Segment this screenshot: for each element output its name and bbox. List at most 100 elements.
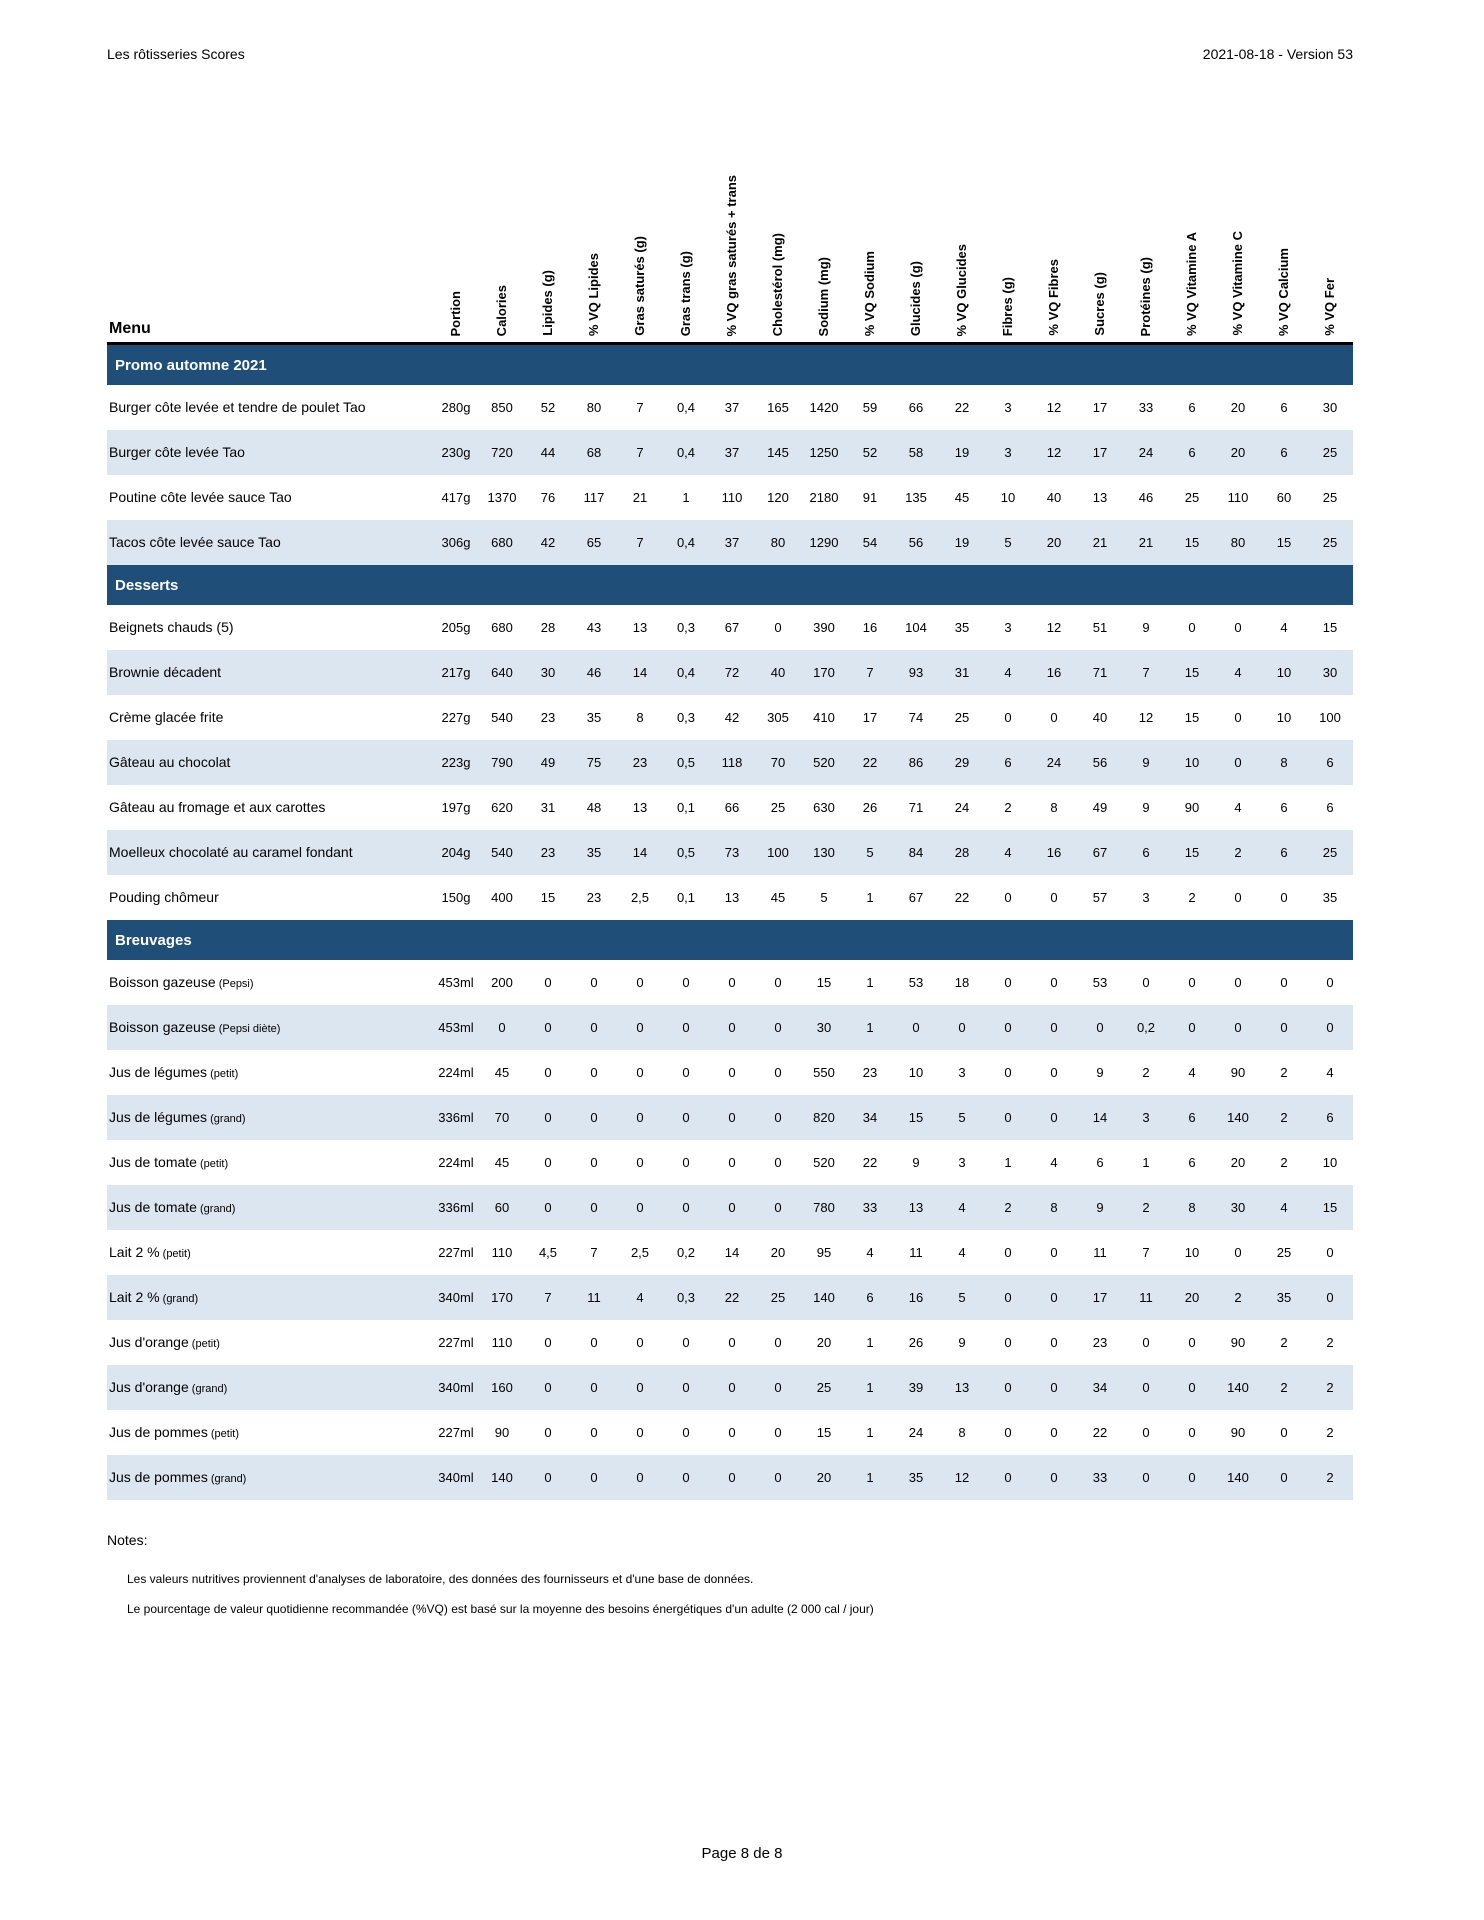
menu-item-row-tacos-cote-levee-sauce-tao: Tacos côte levée sauce Tao 306g 680 42 65 7 0,… bbox=[107, 520, 1353, 565]
column-header-glucides-g: Glucides (g) bbox=[893, 112, 939, 342]
column-header-vq-fibres: % VQ Fibres bbox=[1031, 112, 1077, 342]
value-cell-vq-sodium: 1 bbox=[866, 1335, 874, 1350]
column-header-label: Protéines (g) bbox=[1137, 256, 1153, 336]
item-name: Jus de légumes (grand) bbox=[109, 1109, 246, 1126]
menu-item-row-jus-d-orange-petit: Jus d'orange (petit) 227ml 110 0 0 0 0 0 0 20 1 26 9… bbox=[107, 1320, 1353, 1365]
column-header-calories: Calories bbox=[479, 112, 525, 342]
value-cell-lipides-g: 0 bbox=[544, 1380, 552, 1395]
value-cell-calories: 620 bbox=[491, 800, 513, 815]
value-cell-vq-sodium: 1 bbox=[866, 975, 874, 990]
value-cell-gras-satures-g: 2,5 bbox=[630, 890, 650, 905]
value-cell-gras-satures-g: 7 bbox=[636, 535, 644, 550]
value-cell-lipides-g: 0 bbox=[544, 1425, 552, 1440]
value-cell-vq-sodium: 54 bbox=[862, 535, 878, 550]
value-cell-vq-sodium: 5 bbox=[866, 845, 874, 860]
value-cell-vq-fer: 10 bbox=[1322, 1155, 1338, 1170]
value-cell-vq-calcium: 2 bbox=[1280, 1065, 1288, 1080]
value-cell-fibres-g: 5 bbox=[1004, 535, 1012, 550]
value-cell-vq-lipides: 80 bbox=[586, 400, 602, 415]
value-cell-fibres-g: 0 bbox=[1004, 975, 1012, 990]
value-cell-vq-vitamine-a: 0 bbox=[1188, 1380, 1196, 1395]
value-cell-calories: 790 bbox=[491, 755, 513, 770]
value-cell-vq-calcium: 6 bbox=[1280, 800, 1288, 815]
value-cell-vq-calcium: 6 bbox=[1280, 400, 1288, 415]
value-cell-calories: 60 bbox=[494, 1200, 510, 1215]
value-cell-sodium-mg: 410 bbox=[813, 710, 835, 725]
value-cell-calories: 45 bbox=[494, 1155, 510, 1170]
value-cell-calories: 200 bbox=[491, 975, 513, 990]
value-cell-vq-fibres: 12 bbox=[1046, 445, 1062, 460]
value-cell-vq-lipides: 0 bbox=[590, 1335, 598, 1350]
column-header-label: % VQ Calcium bbox=[1275, 247, 1291, 336]
value-cell-lipides-g: 0 bbox=[544, 1155, 552, 1170]
note-line-2: Le pourcentage de valeur quotidienne rec… bbox=[127, 1602, 874, 1616]
value-cell-gras-trans-g: 0,5 bbox=[676, 845, 696, 860]
item-name: Jus de tomate (grand) bbox=[109, 1199, 236, 1216]
column-header-label: Calories bbox=[493, 284, 509, 336]
value-cell-fibres-g: 3 bbox=[1004, 620, 1012, 635]
value-cell-vq-vitamine-a: 6 bbox=[1188, 1155, 1196, 1170]
value-cell-vq-lipides: 117 bbox=[583, 490, 605, 505]
menu-item-row-creme-glacee-frite: Crème glacée frite 227g 540 23 35 8 0,3 42 305 41… bbox=[107, 695, 1353, 740]
value-cell-vq-glucides: 4 bbox=[958, 1245, 966, 1260]
value-cell-vq-vitamine-c: 90 bbox=[1230, 1335, 1246, 1350]
value-cell-glucides-g: 66 bbox=[908, 400, 924, 415]
value-cell-gras-trans-g: 0,3 bbox=[676, 620, 696, 635]
value-cell-glucides-g: 86 bbox=[908, 755, 924, 770]
value-cell-glucides-g: 13 bbox=[908, 1200, 924, 1215]
value-cell-sucres-g: 57 bbox=[1092, 890, 1108, 905]
value-cell-vq-gras-satures-trans: 0 bbox=[728, 1020, 736, 1035]
value-cell-fibres-g: 0 bbox=[1004, 1335, 1012, 1350]
value-cell-fibres-g: 2 bbox=[1004, 1200, 1012, 1215]
value-cell-proteines-g: 3 bbox=[1142, 890, 1150, 905]
value-cell-portion: 340ml bbox=[438, 1290, 474, 1305]
value-cell-portion: 223g bbox=[441, 755, 471, 770]
value-cell-sucres-g: 33 bbox=[1092, 1470, 1108, 1485]
value-cell-cholesterol-mg: 70 bbox=[770, 755, 786, 770]
section-title: Breuvages bbox=[115, 931, 192, 949]
column-header-label: % VQ Vitamine A bbox=[1183, 231, 1199, 336]
value-cell-sucres-g: 11 bbox=[1093, 1245, 1107, 1260]
value-cell-vq-fibres: 24 bbox=[1046, 755, 1062, 770]
column-header-label: Gras saturés (g) bbox=[631, 236, 647, 336]
menu-item-row-jus-de-tomate-grand: Jus de tomate (grand) 336ml 60 0 0 0 0 0 0 780 33 1… bbox=[107, 1185, 1353, 1230]
item-name: Tacos côte levée sauce Tao bbox=[109, 534, 281, 551]
value-cell-vq-vitamine-a: 0 bbox=[1188, 1335, 1196, 1350]
item-qualifier: (grand) bbox=[196, 1203, 236, 1216]
value-cell-vq-calcium: 60 bbox=[1276, 490, 1292, 505]
value-cell-vq-lipides: 0 bbox=[590, 1155, 598, 1170]
value-cell-sodium-mg: 140 bbox=[813, 1290, 835, 1305]
value-cell-fibres-g: 4 bbox=[1004, 665, 1012, 680]
value-cell-vq-sodium: 23 bbox=[862, 1065, 878, 1080]
column-header-gras-trans-g: Gras trans (g) bbox=[663, 112, 709, 342]
value-cell-vq-glucides: 5 bbox=[958, 1110, 966, 1125]
value-cell-gras-trans-g: 0 bbox=[682, 1020, 690, 1035]
value-cell-gras-satures-g: 13 bbox=[632, 800, 648, 815]
value-cell-sodium-mg: 25 bbox=[816, 1380, 832, 1395]
value-cell-gras-trans-g: 0 bbox=[682, 1110, 690, 1125]
value-cell-calories: 170 bbox=[491, 1290, 513, 1305]
value-cell-gras-trans-g: 0,3 bbox=[676, 1290, 696, 1305]
value-cell-gras-satures-g: 0 bbox=[636, 1110, 644, 1125]
value-cell-vq-vitamine-a: 0 bbox=[1188, 1470, 1196, 1485]
value-cell-vq-sodium: 22 bbox=[862, 755, 878, 770]
value-cell-gras-satures-g: 0 bbox=[636, 1335, 644, 1350]
value-cell-lipides-g: 0 bbox=[544, 1200, 552, 1215]
column-header-label: % VQ Fer bbox=[1321, 278, 1337, 336]
value-cell-vq-gras-satures-trans: 0 bbox=[728, 1380, 736, 1395]
value-cell-portion: 417g bbox=[441, 490, 471, 505]
value-cell-portion: 205g bbox=[441, 620, 471, 635]
item-name: Jus d'orange (petit) bbox=[109, 1334, 220, 1351]
value-cell-sodium-mg: 630 bbox=[813, 800, 835, 815]
value-cell-proteines-g: 6 bbox=[1142, 845, 1150, 860]
value-cell-vq-glucides: 31 bbox=[954, 665, 970, 680]
value-cell-vq-gras-satures-trans: 13 bbox=[724, 890, 740, 905]
value-cell-vq-glucides: 24 bbox=[954, 800, 970, 815]
value-cell-proteines-g: 9 bbox=[1142, 755, 1150, 770]
value-cell-fibres-g: 0 bbox=[1004, 1380, 1012, 1395]
column-header-label: % VQ Glucides bbox=[953, 243, 969, 336]
menu-item-row-jus-d-orange-grand: Jus d'orange (grand) 340ml 160 0 0 0 0 0 0 25 1 39 1… bbox=[107, 1365, 1353, 1410]
value-cell-sodium-mg: 2180 bbox=[809, 490, 839, 505]
item-name: Brownie décadent bbox=[109, 664, 222, 681]
value-cell-fibres-g: 10 bbox=[1000, 490, 1016, 505]
